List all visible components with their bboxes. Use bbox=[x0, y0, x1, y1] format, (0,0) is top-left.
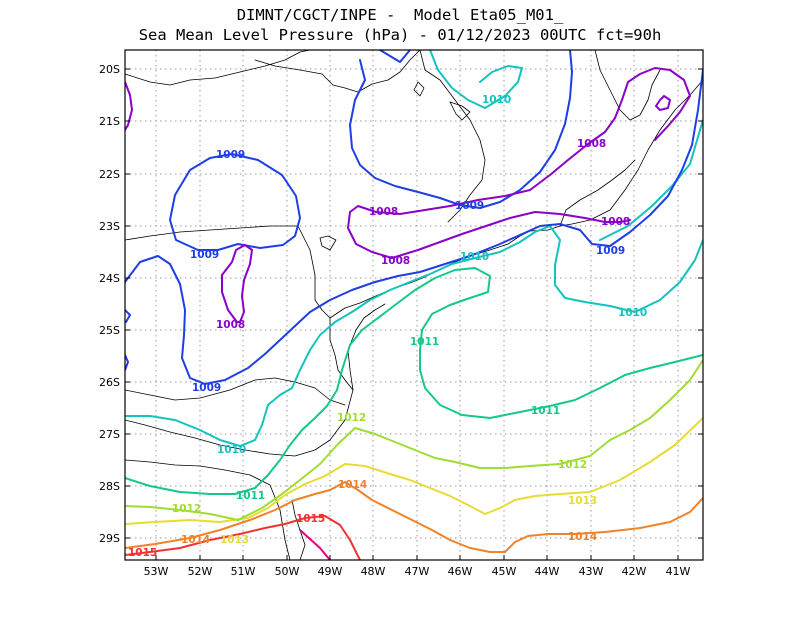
isobar-1013 bbox=[125, 417, 703, 525]
isobar-1012 bbox=[125, 359, 703, 521]
isobar-1015 bbox=[125, 515, 361, 560]
isobar-1008 bbox=[125, 67, 691, 323]
lon-tick-label: 53W bbox=[144, 565, 169, 578]
grid-lines bbox=[125, 50, 703, 560]
contour-label: 1009 bbox=[455, 200, 484, 212]
lon-tick-label: 47W bbox=[405, 565, 430, 578]
isobar-1009 bbox=[125, 50, 703, 385]
lon-tick-label: 44W bbox=[535, 565, 560, 578]
contour-labels: 1009 1009 1009 1009 1009 1008 1008 1008 … bbox=[128, 94, 647, 559]
lon-tick-label: 51W bbox=[231, 565, 256, 578]
map-title-line-1: DIMNT/CGCT/INPE - Model Eta05_M01_ bbox=[236, 6, 564, 24]
map-title-line-2: Sea Mean Level Pressure (hPa) - 01/12/20… bbox=[138, 26, 662, 44]
lon-tick-label: 46W bbox=[448, 565, 473, 578]
longitude-ticks bbox=[155, 555, 679, 560]
contour-label: 1014 bbox=[338, 479, 367, 491]
coastline-and-borders bbox=[125, 50, 703, 560]
contour-label: 1015 bbox=[296, 513, 325, 525]
lat-tick-label: 26S bbox=[99, 376, 120, 389]
contour-label: 1009 bbox=[216, 149, 245, 161]
lon-tick-label: 49W bbox=[318, 565, 343, 578]
contour-label: 1010 bbox=[618, 307, 647, 319]
lon-tick-label: 45W bbox=[492, 565, 517, 578]
contour-label: 1008 bbox=[216, 319, 245, 331]
contour-label: 1012 bbox=[337, 412, 366, 424]
isobar-1016 bbox=[299, 529, 331, 560]
lat-tick-label: 28S bbox=[99, 480, 120, 493]
lat-tick-label: 21S bbox=[99, 115, 120, 128]
lon-tick-label: 43W bbox=[579, 565, 604, 578]
lat-tick-label: 25S bbox=[99, 324, 120, 337]
lat-tick-label: 23S bbox=[99, 220, 120, 233]
contour-label: 1010 bbox=[460, 251, 489, 263]
lat-tick-label: 24S bbox=[99, 272, 120, 285]
lat-tick-label: 27S bbox=[99, 428, 120, 441]
contour-label: 1015 bbox=[128, 547, 157, 559]
lat-tick-label: 20S bbox=[99, 63, 120, 76]
isobar-1014 bbox=[125, 481, 703, 553]
lat-tick-label: 22S bbox=[99, 168, 120, 181]
isobar-1010 bbox=[125, 50, 703, 447]
lon-tick-label: 50W bbox=[275, 565, 300, 578]
contour-label: 1014 bbox=[181, 534, 210, 546]
contour-label: 1010 bbox=[482, 94, 511, 106]
contour-label: 1009 bbox=[190, 249, 219, 261]
contour-label: 1010 bbox=[217, 444, 246, 456]
lon-tick-label: 42W bbox=[622, 565, 647, 578]
contour-label: 1008 bbox=[577, 138, 606, 150]
contour-label: 1008 bbox=[601, 216, 630, 228]
contour-label: 1011 bbox=[410, 336, 439, 348]
longitude-labels: 53W 52W 51W 50W 49W 48W 47W 46W 45W 44W … bbox=[144, 565, 691, 578]
contour-label: 1009 bbox=[596, 245, 625, 257]
contour-label: 1009 bbox=[192, 382, 221, 394]
contour-label: 1012 bbox=[558, 459, 587, 471]
contour-label: 1011 bbox=[531, 405, 560, 417]
contour-label: 1011 bbox=[236, 490, 265, 502]
lon-tick-label: 52W bbox=[188, 565, 213, 578]
contour-label: 1008 bbox=[381, 255, 410, 267]
lon-tick-label: 41W bbox=[666, 565, 691, 578]
latitude-labels: 20S 21S 22S 23S 24S 25S 26S 27S 28S 29S bbox=[99, 63, 120, 545]
contour-label: 1008 bbox=[369, 206, 398, 218]
lat-tick-label: 29S bbox=[99, 532, 120, 545]
map-frame bbox=[124, 49, 704, 561]
contour-label: 1014 bbox=[568, 531, 597, 543]
contour-label: 1013 bbox=[568, 495, 597, 507]
contour-label: 1012 bbox=[172, 503, 201, 515]
contour-label: 1013 bbox=[220, 534, 249, 546]
lon-tick-label: 48W bbox=[361, 565, 386, 578]
isobar-1011 bbox=[125, 267, 703, 495]
latitude-ticks bbox=[125, 68, 703, 539]
